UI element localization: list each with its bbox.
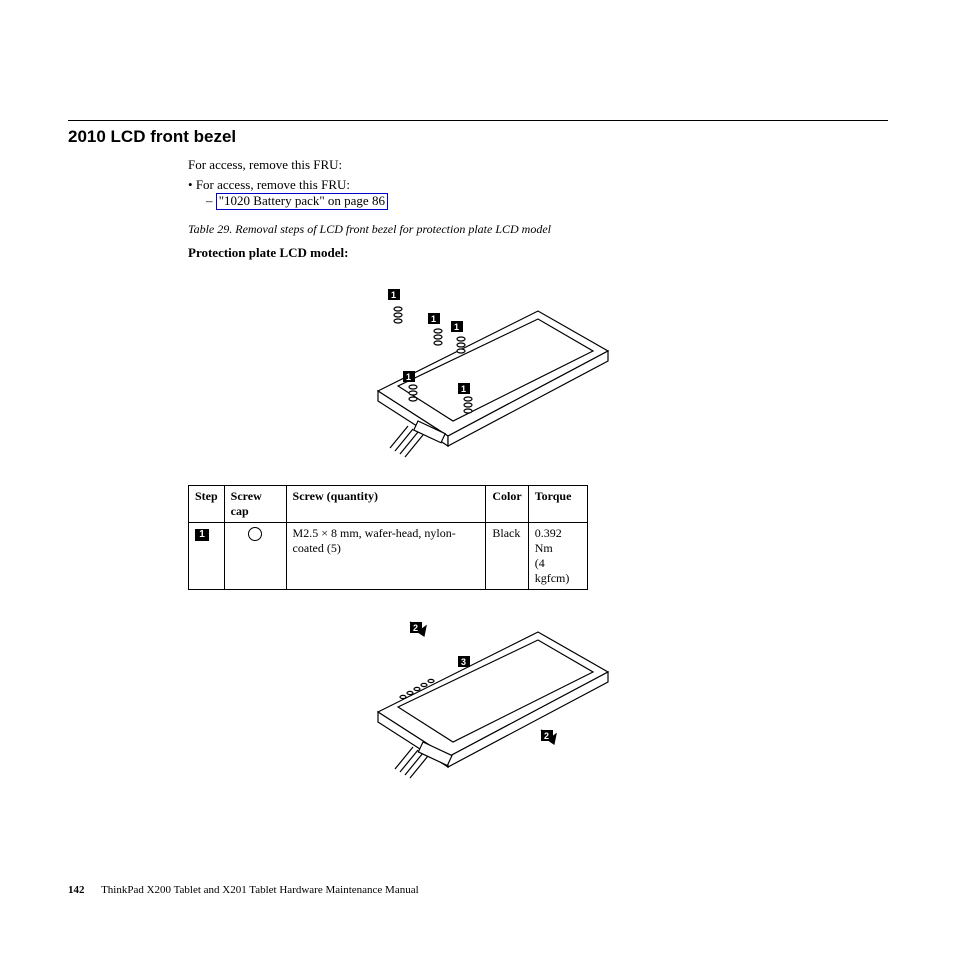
bullet-list: For access, remove this FRU: "1020 Batte… <box>188 177 788 210</box>
page-content: 2010 LCD front bezel For access, remove … <box>68 120 888 806</box>
cell-torque: 0.392 Nm (4 kgfcm) <box>528 522 587 589</box>
horizontal-rule <box>68 120 888 121</box>
screw-table: Step Screw cap Screw (quantity) Color To… <box>188 485 588 590</box>
body-block: For access, remove this FRU: For access,… <box>188 157 788 792</box>
subheading: Protection plate LCD model: <box>188 245 788 261</box>
col-cap: Screw cap <box>224 485 286 522</box>
svg-text:1: 1 <box>431 314 436 324</box>
col-screw: Screw (quantity) <box>286 485 486 522</box>
table-caption: Table 29. Removal steps of LCD front bez… <box>188 222 788 237</box>
svg-text:3: 3 <box>461 657 466 667</box>
diagram-bezel-lift: 2 3 2 <box>358 602 618 792</box>
cell-step: 1 <box>189 522 225 589</box>
cell-cap <box>224 522 286 589</box>
col-step: Step <box>189 485 225 522</box>
cell-color: Black <box>486 522 528 589</box>
screw-cap-icon <box>248 527 262 541</box>
page-footer: 142 ThinkPad X200 Tablet and X201 Tablet… <box>68 884 419 896</box>
table-header-row: Step Screw cap Screw (quantity) Color To… <box>189 485 588 522</box>
svg-text:1: 1 <box>461 384 466 394</box>
svg-text:1: 1 <box>454 322 459 332</box>
svg-text:2: 2 <box>544 731 549 741</box>
svg-text:2: 2 <box>413 623 418 633</box>
step-badge: 1 <box>195 529 209 541</box>
intro-text: For access, remove this FRU: <box>188 157 788 173</box>
dash-list: "1020 Battery pack" on page 86 <box>206 193 788 210</box>
manual-title: ThinkPad X200 Tablet and X201 Tablet Har… <box>101 884 419 896</box>
bullet-item: For access, remove this FRU: "1020 Batte… <box>188 177 788 210</box>
table-row: 1 M2.5 × 8 mm, wafer-head, nylon-coated … <box>189 522 588 589</box>
cross-reference-link[interactable]: "1020 Battery pack" on page 86 <box>216 193 388 210</box>
torque-alt: (4 kgfcm) <box>535 556 570 585</box>
cell-screw: M2.5 × 8 mm, wafer-head, nylon-coated (5… <box>286 522 486 589</box>
bullet-text: For access, remove this FRU: <box>196 177 350 192</box>
section-title: 2010 LCD front bezel <box>68 127 888 147</box>
svg-text:1: 1 <box>406 372 411 382</box>
diagram-screw-removal: 1 1 1 1 1 <box>358 271 618 471</box>
col-torque: Torque <box>528 485 587 522</box>
torque-value: 0.392 Nm <box>535 526 562 555</box>
svg-text:1: 1 <box>391 290 396 300</box>
col-color: Color <box>486 485 528 522</box>
page-number: 142 <box>68 884 85 896</box>
dash-item: "1020 Battery pack" on page 86 <box>206 193 788 210</box>
